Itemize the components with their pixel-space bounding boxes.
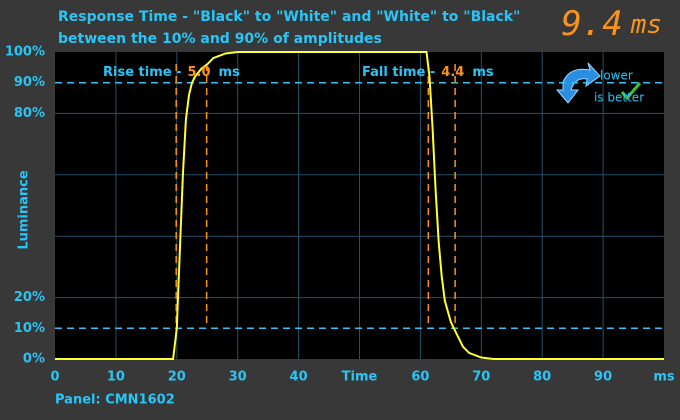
chart-title: Response Time - "Black" to "White" and "…: [58, 9, 520, 25]
rise-unit: ms: [219, 65, 241, 80]
y-tick-label: 20%: [14, 290, 45, 305]
y-tick-label: 10%: [14, 321, 45, 336]
y-axis-label: Luminance: [17, 170, 32, 250]
x-tick-label: 60: [411, 370, 429, 385]
total-value: 9.4: [561, 4, 622, 44]
rise-value: 5.0: [188, 65, 211, 80]
x-tick-label: 70: [472, 370, 490, 385]
x-tick-label: Time: [342, 370, 378, 385]
fall-annotation: Fall time - 4.4 ms: [362, 65, 494, 80]
x-tick-label: 20: [168, 370, 186, 385]
x-tick-label: ms: [653, 370, 675, 385]
x-tick-label: 10: [107, 370, 125, 385]
badge-line2: is better: [594, 91, 644, 105]
rise-annotation: Rise time - 5.0 ms: [103, 65, 240, 80]
x-tick-label: 80: [533, 370, 551, 385]
x-tick-label: 30: [229, 370, 247, 385]
y-tick-label: 80%: [14, 106, 45, 121]
y-tick-label: 0%: [23, 352, 45, 367]
fall-value: 4.4: [441, 65, 464, 80]
total-time: 9.4 ms: [561, 4, 662, 44]
x-tick-label: 40: [290, 370, 308, 385]
panel-label: Panel: CMN1602: [55, 393, 175, 408]
y-tick-label: 90%: [14, 75, 45, 90]
rise-label: Rise time -: [103, 65, 182, 80]
series-line: [55, 51, 664, 360]
badge-line1: lower: [600, 69, 633, 83]
total-unit: ms: [630, 10, 662, 40]
fall-unit: ms: [472, 65, 494, 80]
badge: lower is better: [555, 62, 644, 105]
x-tick-label: 0: [50, 370, 59, 385]
arrow-icon: [555, 62, 601, 104]
x-tick-label: 90: [594, 370, 612, 385]
y-tick-label: 100%: [5, 45, 45, 60]
check-icon: [620, 82, 642, 101]
fall-label: Fall time -: [362, 65, 435, 80]
chart-subtitle: between the 10% and 90% of amplitudes: [58, 31, 382, 47]
